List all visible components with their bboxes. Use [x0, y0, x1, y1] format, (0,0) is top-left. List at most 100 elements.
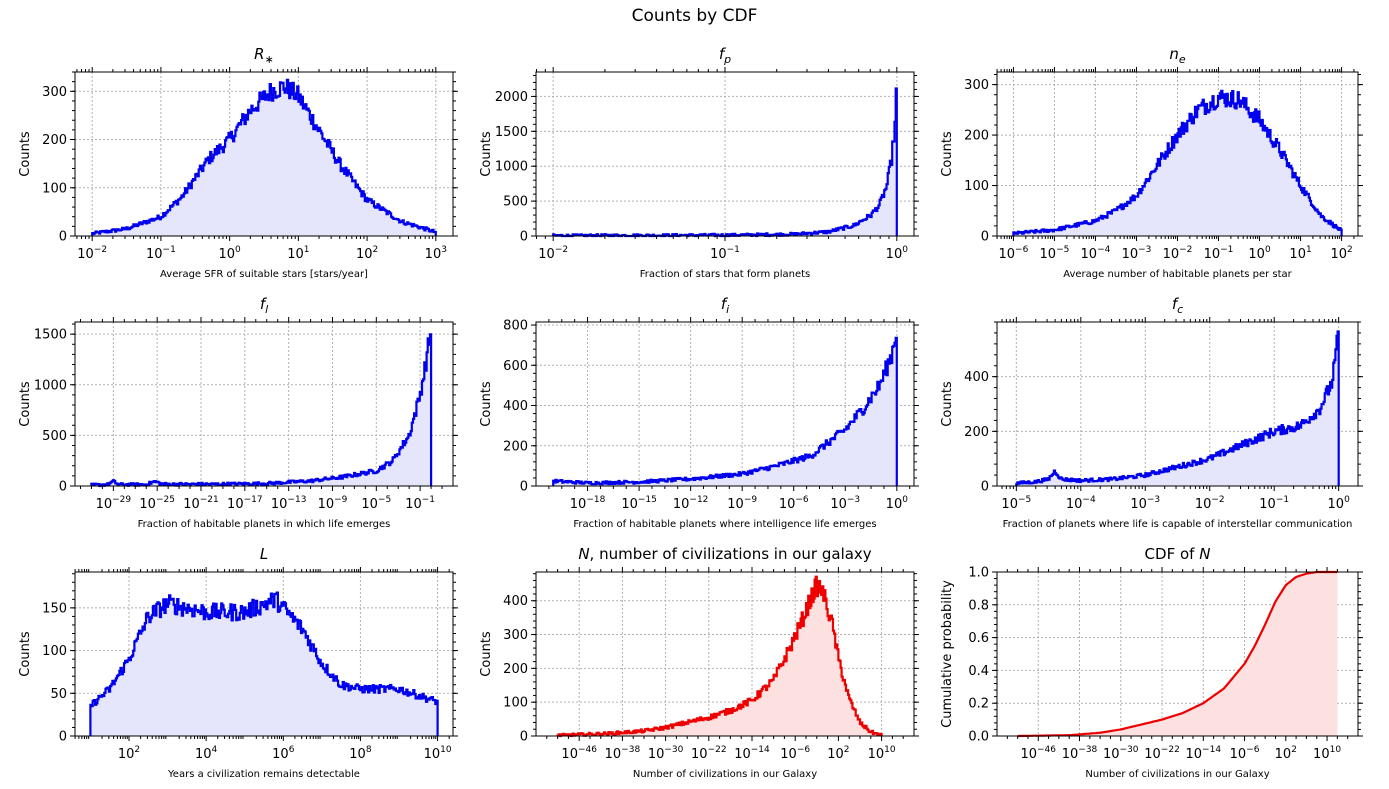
x-tick-label: 10−21	[183, 495, 219, 512]
y-axis-label: Counts	[18, 131, 33, 177]
x-tick-label: 10−38	[605, 745, 641, 762]
y-tick-label: 2000	[495, 90, 528, 105]
subplot-title: CDF of N	[1145, 545, 1211, 563]
y-tick-label: 1500	[495, 125, 528, 140]
y-axis-label: Counts	[479, 631, 494, 677]
y-tick-label: 300	[503, 628, 528, 643]
x-tick-label: 10−1	[1204, 245, 1234, 262]
x-tick-label: 102	[827, 745, 849, 762]
x-tick-label: 1010	[424, 745, 452, 762]
y-tick-label: 0	[520, 480, 528, 495]
histogram-series	[1012, 89, 1343, 236]
histogram-fill	[1013, 90, 1342, 237]
x-tick-label: 10−1	[1259, 495, 1289, 512]
x-tick-label: 10−13	[271, 495, 307, 512]
x-tick-label: 10−6	[779, 495, 809, 512]
y-tick-label: 0	[981, 480, 989, 495]
y-tick-label: 50	[50, 687, 67, 702]
x-tick-label: 100	[1328, 495, 1351, 512]
cdf-line	[1017, 570, 1338, 738]
x-tick-label: 10−14	[1186, 745, 1222, 762]
y-tick-label: 0	[981, 230, 989, 245]
x-tick-label: 108	[349, 745, 372, 762]
subplot-title: N, number of civilizations in our galaxy	[578, 545, 871, 563]
histogram-series	[552, 336, 898, 486]
histogram-series	[91, 78, 437, 236]
x-tick-label: 10−4	[1081, 245, 1111, 262]
subplot-title: fp	[719, 45, 731, 66]
x-tick-label: 100	[218, 245, 241, 262]
x-tick-label: 10−3	[1122, 245, 1152, 262]
x-tick-label: 10−9	[727, 495, 757, 512]
x-axis-label: Fraction of habitable planets in which l…	[138, 519, 391, 530]
y-tick-label: 100	[503, 696, 528, 711]
x-tick-label: 104	[195, 745, 218, 762]
axes-frame	[535, 571, 915, 737]
x-tick-label: 10−5	[1040, 245, 1070, 262]
x-tick-label: 10−38	[1062, 745, 1098, 762]
y-tick-label: 300	[964, 78, 989, 93]
x-tick-label: 10−22	[691, 745, 727, 762]
y-axis-label: Counts	[479, 381, 494, 427]
figure-title: Counts by CDF	[631, 6, 758, 26]
x-axis-label: Years a civilization remains detectable	[167, 769, 360, 780]
subplot-L: 102 104 106 108 1010 0 50 100 150 Years a civiliz…	[18, 545, 458, 780]
x-tick-label: 10−30	[648, 745, 684, 762]
x-tick-label: 10−12	[673, 495, 709, 512]
x-tick-label: 1010	[868, 745, 896, 762]
axes-frame	[74, 71, 454, 237]
y-tick-label: 0	[520, 230, 528, 245]
y-tick-label: 1.0	[968, 566, 989, 581]
x-tick-label: 10−2	[1163, 245, 1193, 262]
y-tick-label: 0.6	[968, 631, 989, 646]
x-tick-label: 10−15	[621, 495, 657, 512]
subplot-title: ne	[1169, 45, 1186, 66]
histogram-fill	[91, 334, 432, 486]
y-tick-label: 1000	[495, 160, 528, 175]
axes-frame	[74, 571, 454, 737]
x-tick-label: 10−4	[1066, 495, 1096, 512]
subplot-cdf: 10−46 10−38 10−30 10−22 10−14 10−6 102 1010 0.0 0…	[940, 545, 1363, 780]
x-axis-label: Fraction of habitable planets where inte…	[573, 519, 876, 530]
y-tick-label: 1000	[34, 378, 67, 393]
x-tick-label: 10−3	[1130, 495, 1160, 512]
subplot-title: fi	[721, 295, 729, 316]
y-axis-label: Counts	[18, 381, 33, 427]
x-tick-label: 102	[1330, 245, 1352, 262]
y-tick-label: 0.0	[968, 730, 989, 745]
y-tick-label: 200	[42, 133, 67, 148]
x-tick-label: 10−3	[830, 495, 860, 512]
x-tick-label: 10−46	[1020, 745, 1056, 762]
x-tick-label: 10−17	[227, 495, 263, 512]
y-axis-label: Counts	[479, 131, 494, 177]
histogram-fill	[92, 79, 436, 236]
x-tick-label: 10−1	[405, 495, 435, 512]
axes-frame	[996, 321, 1359, 487]
x-axis-label: Number of civilizations in our Galaxy	[633, 769, 817, 780]
x-axis-label: Average SFR of suitable stars [stars/yea…	[160, 269, 368, 280]
x-tick-label: 10−2	[77, 245, 107, 262]
x-tick-label: 10−14	[734, 745, 770, 762]
y-tick-label: 0.2	[968, 697, 989, 712]
y-tick-label: 100	[42, 644, 67, 659]
x-tick-label: 10−6	[780, 745, 810, 762]
x-tick-label: 10−1	[146, 245, 176, 262]
histogram-fill	[557, 576, 882, 736]
x-axis-label: Number of civilizations in our Galaxy	[1085, 769, 1269, 780]
subplot-fl: 10−29 10−25 10−21 10−17 10−13 10−9 10−5 10−1 0 50…	[18, 295, 458, 530]
x-tick-label: 10−2	[1195, 495, 1225, 512]
x-tick-label: 10−5	[361, 495, 391, 512]
y-tick-label: 0	[520, 730, 528, 745]
x-tick-label: 102	[1275, 745, 1297, 762]
y-tick-label: 200	[503, 662, 528, 677]
y-tick-label: 100	[964, 179, 989, 194]
y-tick-label: 200	[964, 425, 989, 440]
x-tick-label: 103	[425, 245, 447, 262]
y-tick-label: 0	[59, 230, 67, 245]
y-tick-label: 100	[42, 181, 67, 196]
subplot-title: R∗	[254, 45, 274, 66]
histogram-fill	[553, 337, 897, 486]
x-tick-label: 10−2	[538, 245, 568, 262]
y-tick-label: 150	[42, 601, 67, 616]
